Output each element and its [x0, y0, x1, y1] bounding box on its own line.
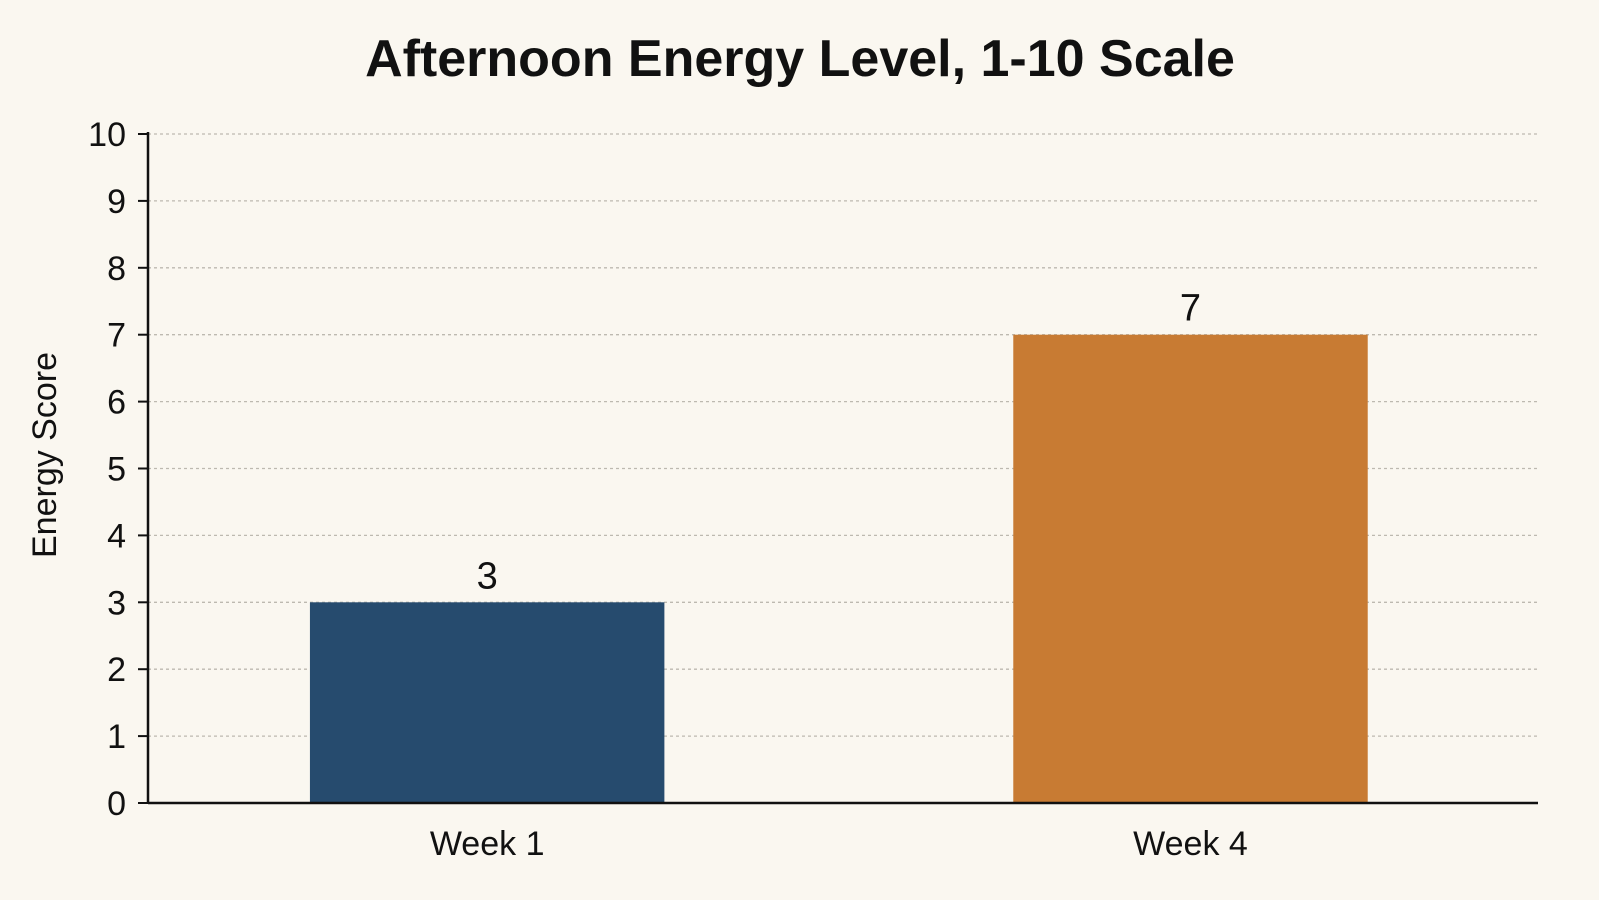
y-axis-label: Energy Score: [26, 352, 64, 558]
y-tick-label-4: 4: [107, 517, 126, 555]
y-tick-label-0: 0: [107, 785, 126, 823]
axes: [138, 132, 1538, 805]
y-tick-label-10: 10: [88, 116, 126, 154]
y-tick-label-2: 2: [107, 651, 126, 689]
bar-week-1: [309, 602, 665, 803]
y-tick-label-1: 1: [107, 718, 126, 756]
x-category-label-week-4: Week 4: [1133, 825, 1248, 863]
data-label-week-4: 7: [1180, 288, 1201, 330]
data-label-week-1: 3: [477, 555, 498, 597]
x-category-label-week-1: Week 1: [430, 825, 545, 863]
y-tick-label-3: 3: [107, 584, 126, 622]
y-tick-label-8: 8: [107, 250, 126, 288]
y-tick-label-9: 9: [107, 183, 126, 221]
y-tick-label-5: 5: [107, 451, 126, 489]
y-tick-label-7: 7: [107, 317, 126, 355]
chart-title: Afternoon Energy Level, 1-10 Scale: [365, 30, 1235, 88]
labels: 0 1 2 3 4 5 6 7 8 9 10 3 Week 1 7 Week 4: [88, 116, 1248, 863]
y-tick-label-6: 6: [107, 384, 126, 422]
bars: [309, 334, 1368, 803]
bar-week-4: [1013, 334, 1368, 803]
